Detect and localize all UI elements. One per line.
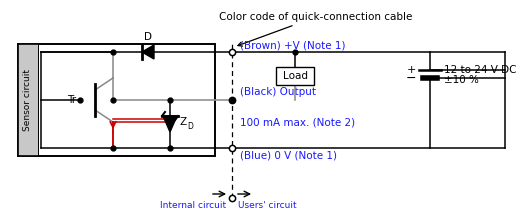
Text: +: + xyxy=(407,65,416,75)
Polygon shape xyxy=(142,45,154,59)
Text: 100 mA max. (Note 2): 100 mA max. (Note 2) xyxy=(240,117,355,127)
FancyBboxPatch shape xyxy=(276,67,314,85)
Text: −: − xyxy=(405,72,416,84)
Text: Z: Z xyxy=(180,117,187,127)
Text: D: D xyxy=(144,32,152,42)
Text: Users' circuit: Users' circuit xyxy=(238,201,297,210)
Text: Internal circuit: Internal circuit xyxy=(160,201,226,210)
Text: Load: Load xyxy=(282,71,307,81)
Text: (Blue) 0 V (Note 1): (Blue) 0 V (Note 1) xyxy=(240,150,337,160)
FancyBboxPatch shape xyxy=(18,44,38,156)
Polygon shape xyxy=(163,116,177,132)
Text: Color code of quick-connection cable: Color code of quick-connection cable xyxy=(219,12,413,46)
Text: Tr: Tr xyxy=(67,95,76,105)
Text: (Brown) +V (Note 1): (Brown) +V (Note 1) xyxy=(240,40,346,50)
Text: ±10 %: ±10 % xyxy=(444,75,479,85)
Text: 12 to 24 V DC: 12 to 24 V DC xyxy=(444,65,517,75)
Text: Sensor circuit: Sensor circuit xyxy=(23,69,32,131)
FancyBboxPatch shape xyxy=(18,44,215,156)
Text: D: D xyxy=(187,121,193,130)
Text: (Black) Output: (Black) Output xyxy=(240,87,316,97)
